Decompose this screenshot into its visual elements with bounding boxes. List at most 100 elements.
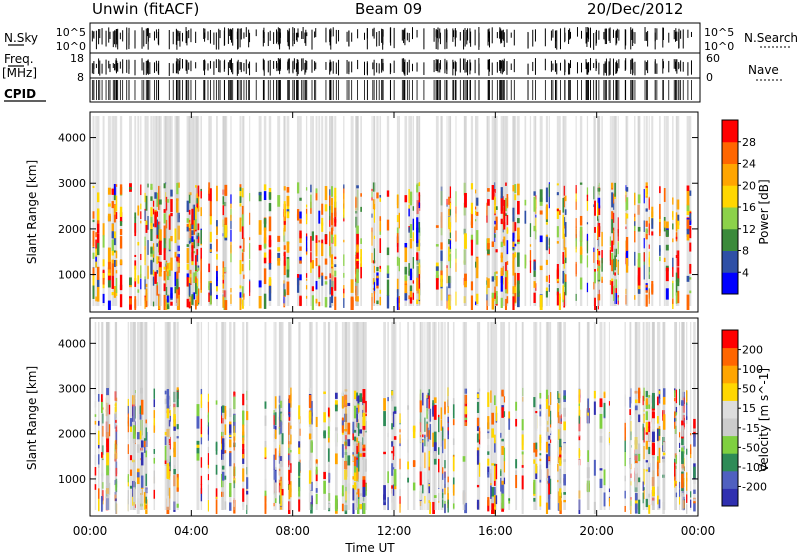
- data-cell: [158, 240, 162, 255]
- data-cell: [196, 444, 200, 448]
- data-cell: [533, 261, 536, 271]
- data-cell: [279, 434, 281, 445]
- data-cell: [665, 267, 669, 282]
- data-cell: [155, 211, 159, 217]
- data-cell: [243, 237, 245, 252]
- data-cell: [357, 457, 360, 472]
- data-cell: [449, 202, 452, 210]
- data-cell: [323, 480, 326, 494]
- gate-column: [675, 116, 678, 306]
- data-cell: [396, 227, 399, 235]
- data-cell: [360, 263, 362, 279]
- data-cell: [224, 300, 228, 310]
- data-cell: [174, 271, 177, 287]
- data-cell: [155, 219, 159, 235]
- data-cell: [634, 492, 638, 501]
- data-cell: [195, 229, 197, 232]
- data-cell: [286, 211, 290, 219]
- data-cell: [209, 201, 212, 217]
- data-cell: [246, 490, 249, 495]
- data-cell: [107, 266, 111, 275]
- data-cell: [321, 243, 324, 257]
- colorbar-segment: [722, 228, 738, 251]
- gate-column: [396, 116, 399, 306]
- data-cell: [191, 236, 194, 242]
- data-cell: [286, 187, 290, 193]
- data-cell: [170, 301, 173, 306]
- data-cell: [310, 400, 313, 417]
- data-cell: [192, 204, 196, 221]
- data-cell: [550, 478, 552, 495]
- data-cell: [129, 298, 132, 305]
- data-cell: [517, 200, 520, 215]
- data-cell: [422, 484, 424, 494]
- data-cell: [357, 442, 360, 453]
- data-cell: [658, 468, 661, 474]
- colorbar-segment: [722, 120, 738, 143]
- gate-column: [412, 322, 416, 510]
- data-cell: [140, 184, 142, 196]
- data-cell: [308, 422, 312, 427]
- data-cell: [96, 266, 100, 280]
- data-cell: [208, 281, 211, 291]
- data-cell: [399, 488, 401, 497]
- data-cell: [686, 219, 690, 229]
- data-cell: [514, 252, 517, 258]
- data-cell: [614, 182, 616, 197]
- data-cell: [305, 233, 308, 238]
- data-cell: [689, 211, 692, 215]
- data-cell: [134, 254, 137, 257]
- data-cell: [386, 273, 390, 279]
- data-cell: [323, 412, 326, 423]
- data-cell: [356, 225, 359, 241]
- data-cell: [559, 446, 562, 461]
- data-cell: [195, 235, 199, 240]
- data-cell: [195, 269, 199, 272]
- data-cell: [504, 198, 508, 212]
- data-cell: [379, 198, 382, 202]
- colorbar-tick-label: -100: [742, 461, 767, 474]
- data-cell: [638, 499, 641, 514]
- data-cell: [545, 222, 548, 225]
- data-cell: [310, 194, 312, 209]
- data-cell: [224, 405, 227, 420]
- colorbar-tick-label: 24: [742, 158, 756, 171]
- data-cell: [634, 213, 636, 217]
- data-cell: [334, 264, 337, 267]
- data-cell: [521, 465, 524, 468]
- data-cell: [412, 232, 415, 242]
- data-cell: [371, 191, 373, 198]
- data-cell: [222, 205, 225, 216]
- data-cell: [686, 390, 688, 403]
- gate-column: [608, 322, 610, 510]
- data-cell: [341, 420, 344, 426]
- data-cell: [562, 285, 565, 300]
- data-cell: [129, 485, 133, 489]
- data-cell: [94, 454, 97, 465]
- data-cell: [579, 248, 583, 260]
- data-cell: [107, 213, 111, 222]
- data-cell: [545, 236, 548, 251]
- gate-column: [643, 116, 645, 306]
- data-cell: [222, 267, 225, 280]
- data-cell: [334, 404, 338, 412]
- data-cell: [624, 475, 626, 482]
- data-cell: [427, 427, 429, 442]
- data-cell: [557, 503, 561, 511]
- data-cell: [637, 253, 641, 268]
- data-cell: [347, 439, 351, 447]
- colorbar-segment: [722, 207, 738, 230]
- data-cell: [601, 276, 603, 281]
- data-cell: [419, 402, 422, 413]
- data-cell: [514, 222, 517, 232]
- data-cell: [308, 470, 312, 485]
- data-cell: [672, 257, 674, 270]
- data-cell: [399, 472, 401, 479]
- data-cell: [645, 233, 648, 240]
- gate-column: [617, 116, 619, 306]
- data-cell: [153, 388, 156, 399]
- data-cell: [689, 242, 692, 252]
- data-cell: [690, 425, 692, 433]
- data-cell: [408, 295, 410, 300]
- y-tick-label: 2000: [58, 223, 86, 236]
